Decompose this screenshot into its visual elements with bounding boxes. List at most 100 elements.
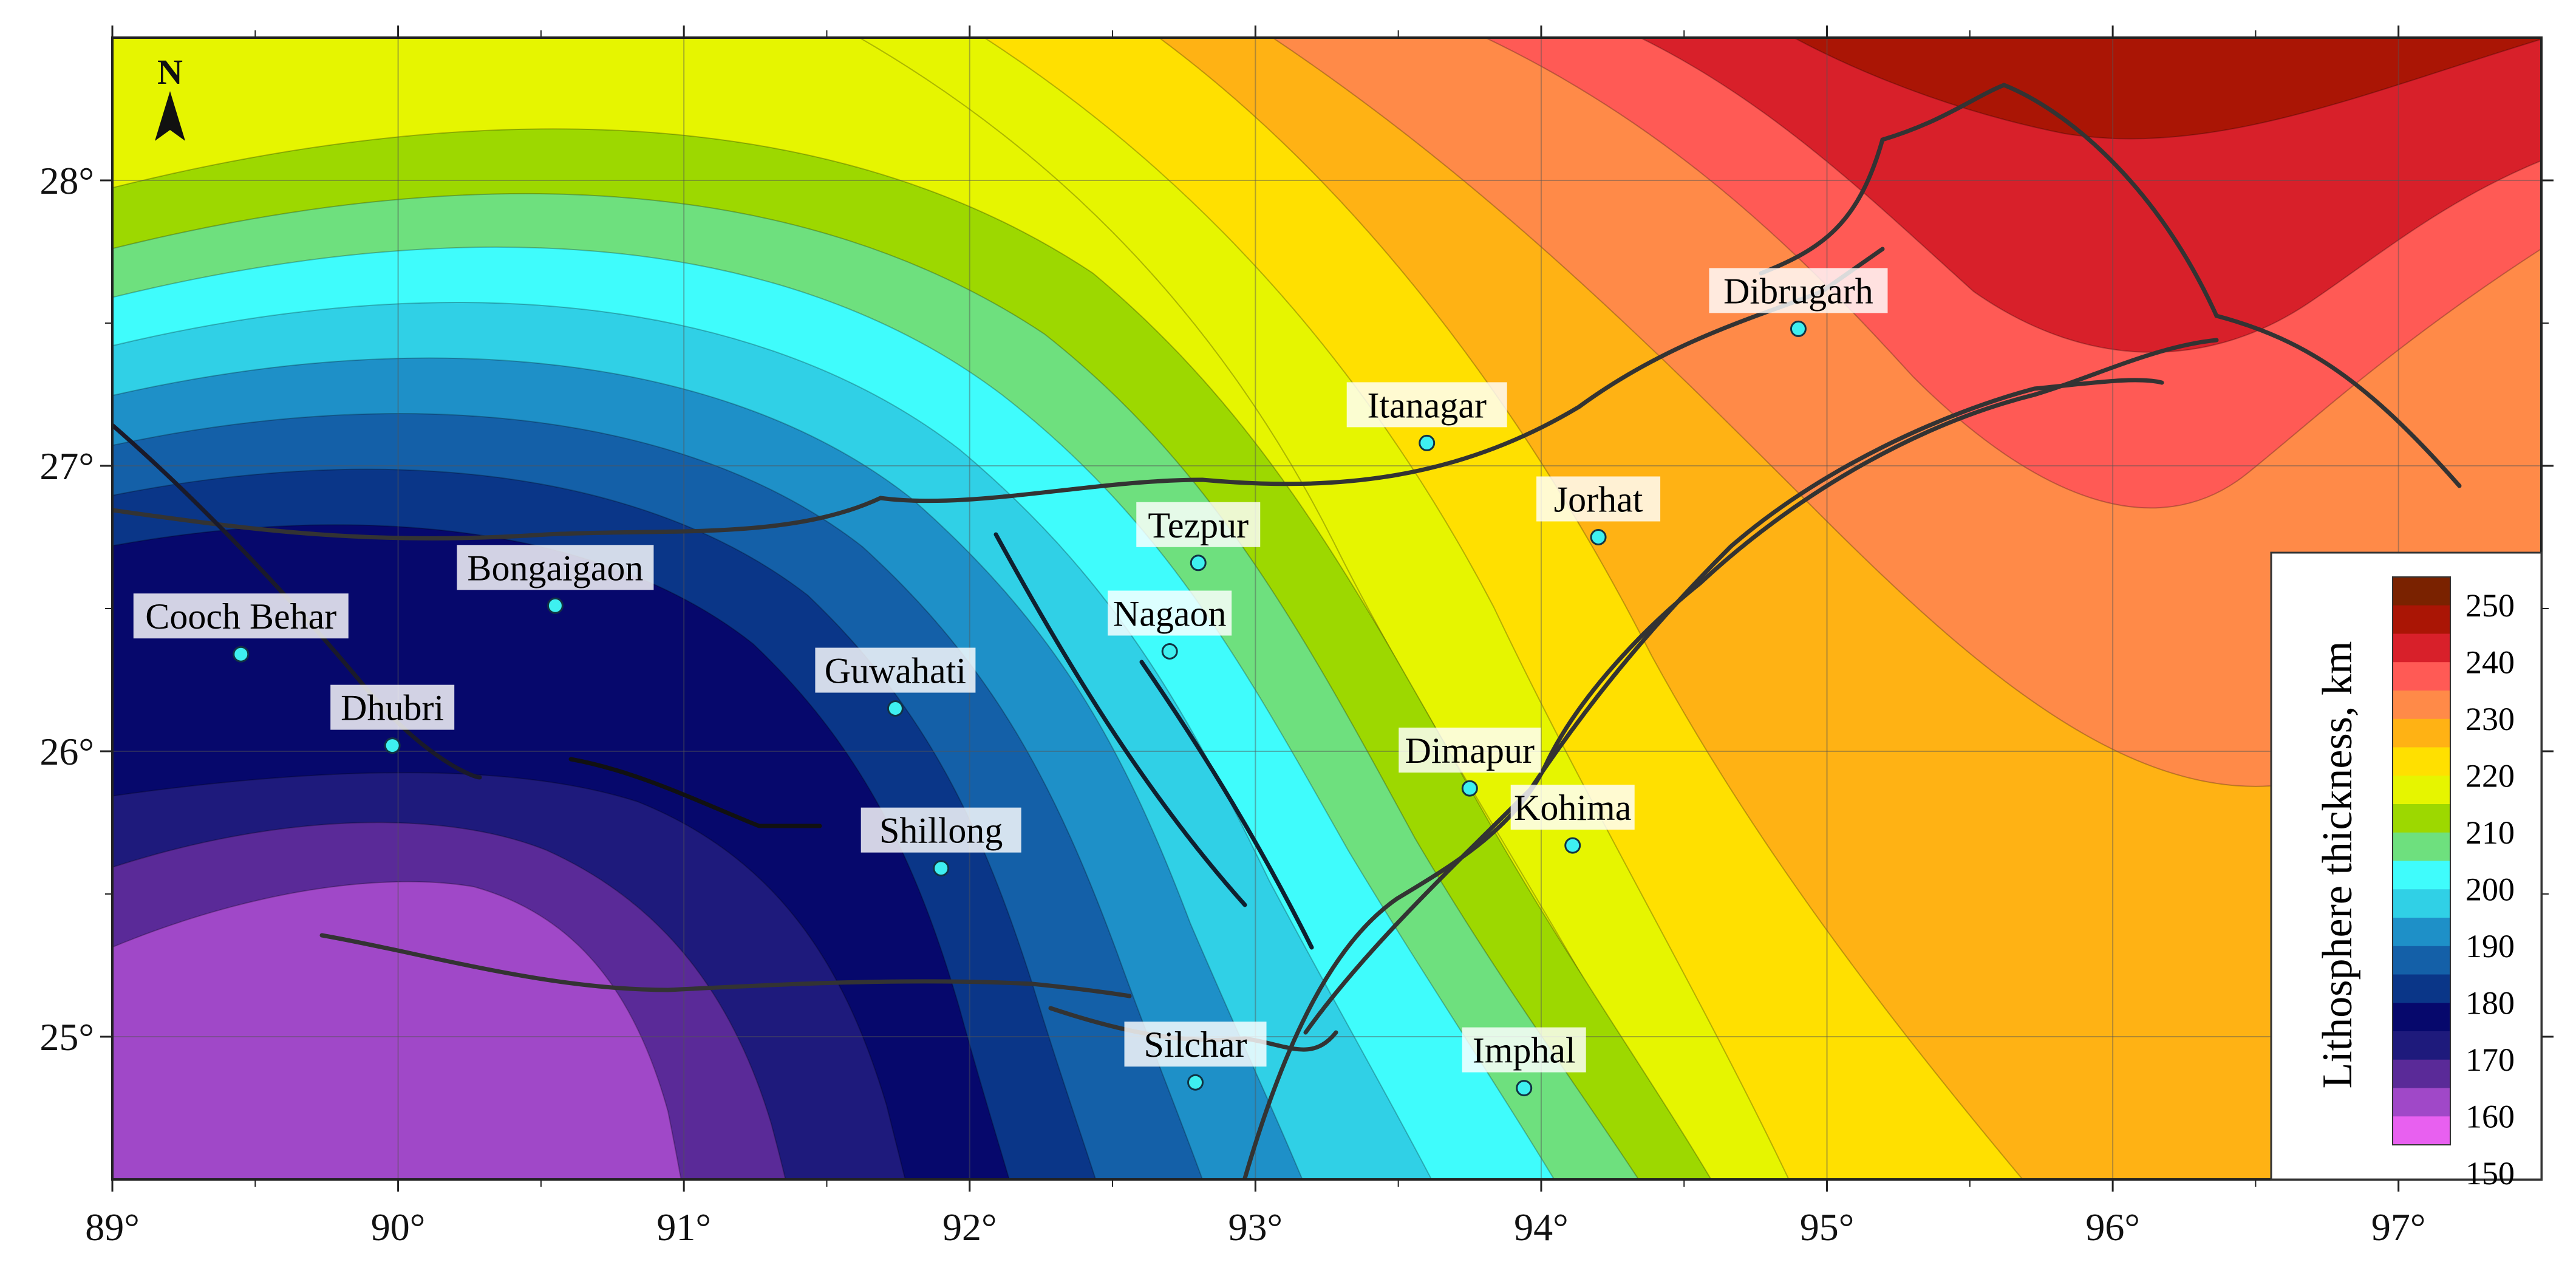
legend-swatch bbox=[2393, 832, 2450, 861]
legend-swatch bbox=[2393, 918, 2450, 947]
x-tick-label: 95° bbox=[1800, 1206, 1855, 1249]
city-dot bbox=[1187, 1074, 1204, 1091]
city-dot bbox=[887, 700, 904, 717]
city-dot bbox=[1419, 434, 1436, 451]
band-240 bbox=[1638, 38, 2541, 353]
x-tick-label: 89° bbox=[85, 1206, 140, 1249]
legend-swatch bbox=[2393, 861, 2450, 890]
legend-swatch bbox=[2393, 718, 2450, 748]
legend-label: 180 bbox=[2465, 984, 2515, 1021]
city-dot bbox=[1516, 1080, 1533, 1097]
x-tick-label: 90° bbox=[371, 1206, 426, 1249]
legend-label: 210 bbox=[2465, 814, 2515, 851]
north-arrow-label: N bbox=[157, 52, 183, 92]
city-dot bbox=[933, 860, 950, 877]
city-dot bbox=[1790, 320, 1807, 337]
city-cooch-behar: Cooch Behar bbox=[133, 593, 349, 663]
city-bongaigaon: Bongaigaon bbox=[457, 545, 654, 614]
y-tick-label: 27° bbox=[39, 445, 94, 488]
y-tick-label: 26° bbox=[39, 730, 94, 773]
city-dhubri: Dhubri bbox=[330, 684, 455, 754]
legend-label: 200 bbox=[2465, 871, 2515, 907]
legend: Lithosphere thickness, km 250 240 230 220 21… bbox=[2270, 551, 2543, 1192]
legend-label: 240 bbox=[2465, 644, 2515, 680]
band-245 bbox=[1793, 38, 2541, 140]
city-label: Silchar bbox=[1144, 1025, 1247, 1065]
x-tick-label: 92° bbox=[942, 1206, 997, 1249]
legend-label: 150 bbox=[2465, 1155, 2515, 1192]
city-nagaon: Nagaon bbox=[1108, 590, 1232, 660]
x-tick-label: 93° bbox=[1228, 1206, 1283, 1249]
fault-lines bbox=[112, 83, 2462, 1179]
legend-swatch bbox=[2393, 804, 2450, 833]
city-label: Dibrugarh bbox=[1723, 271, 1873, 311]
thrust-fault-himalayan bbox=[112, 247, 1885, 541]
city-label: Imphal bbox=[1473, 1031, 1576, 1071]
legend-swatch bbox=[2393, 1031, 2450, 1060]
legend-label: 170 bbox=[2465, 1042, 2515, 1078]
axis-labels: 89° 90° 91° 92° 93° 94° 95° 96° 97° 28° 27° 26° 25° bbox=[39, 26, 2554, 1249]
city-label: Nagaon bbox=[1113, 594, 1227, 634]
legend-label: 230 bbox=[2465, 701, 2515, 737]
city-dibrugarh: Dibrugarh bbox=[1709, 268, 1888, 337]
city-label: Bongaigaon bbox=[467, 548, 643, 588]
city-dot bbox=[1590, 529, 1607, 545]
city-dot bbox=[233, 646, 250, 663]
legend-labels: 250 240 230 220 210 200 190 180 170 160 150 bbox=[2465, 587, 2515, 1192]
legend-swatch bbox=[2393, 889, 2450, 918]
city-imphal: Imphal bbox=[1462, 1027, 1586, 1097]
city-dot bbox=[1564, 837, 1581, 854]
city-itanagar: Itanagar bbox=[1346, 382, 1507, 451]
city-label: Dhubri bbox=[341, 688, 444, 728]
legend-swatch bbox=[2393, 691, 2450, 720]
legend-swatch bbox=[2393, 1116, 2450, 1145]
legend-swatch bbox=[2393, 1059, 2450, 1088]
thrust-fault-northern bbox=[1759, 83, 2462, 488]
y-tick-label: 28° bbox=[39, 159, 94, 202]
legend-swatch bbox=[2393, 662, 2450, 691]
city-kohima: Kohima bbox=[1510, 785, 1635, 854]
legend-swatch bbox=[2393, 974, 2450, 1003]
city-dot bbox=[1190, 554, 1207, 571]
city-dot bbox=[547, 597, 564, 614]
legend-label: 190 bbox=[2465, 928, 2515, 964]
city-label: Shillong bbox=[879, 811, 1003, 851]
north-arrow: N bbox=[155, 52, 185, 141]
city-guwahati: Guwahati bbox=[815, 647, 976, 717]
city-dot bbox=[1161, 643, 1178, 660]
thrust-fault-naga-inner bbox=[1303, 378, 2164, 1035]
city-tezpur: Tezpur bbox=[1136, 502, 1261, 571]
thrust-fault-dauki bbox=[319, 933, 1132, 998]
x-tick-label: 91° bbox=[656, 1206, 711, 1249]
legend-swatch bbox=[2393, 577, 2450, 606]
city-label: Jorhat bbox=[1554, 480, 1643, 520]
legend-swatches bbox=[2392, 576, 2451, 1145]
legend-swatch bbox=[2393, 946, 2450, 975]
city-label: Dimapur bbox=[1405, 731, 1535, 771]
city-label: Itanagar bbox=[1367, 385, 1487, 425]
city-label: Cooch Behar bbox=[145, 596, 336, 636]
city-markers: Dibrugarh Itanagar Jorhat Tezpur Nagaon Bonga… bbox=[133, 268, 1888, 1097]
legend-swatch bbox=[2393, 1088, 2450, 1117]
x-tick-label: 97° bbox=[2371, 1206, 2426, 1249]
city-label: Kohima bbox=[1514, 788, 1631, 828]
legend-title: Lithosphere thickness, km bbox=[2314, 641, 2361, 1089]
legend-label: 250 bbox=[2465, 587, 2515, 624]
legend-swatch bbox=[2393, 776, 2450, 805]
city-jorhat: Jorhat bbox=[1536, 476, 1661, 545]
x-tick-label: 94° bbox=[1514, 1206, 1569, 1249]
fault-dhubri bbox=[112, 423, 482, 780]
legend-swatch bbox=[2393, 747, 2450, 776]
fault-kopili-a bbox=[993, 532, 1247, 907]
city-dimapur: Dimapur bbox=[1399, 728, 1541, 797]
fault-kopili-b bbox=[1139, 660, 1314, 950]
legend-label: 220 bbox=[2465, 757, 2515, 794]
legend-label: 160 bbox=[2465, 1098, 2515, 1134]
legend-swatch bbox=[2393, 605, 2450, 634]
city-shillong: Shillong bbox=[860, 807, 1021, 877]
band-160 bbox=[112, 881, 682, 1179]
thrust-fault-naga bbox=[1242, 338, 2219, 1179]
x-tick-label: 96° bbox=[2085, 1206, 2140, 1249]
